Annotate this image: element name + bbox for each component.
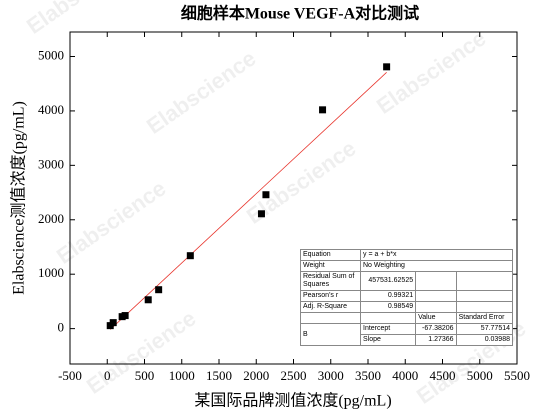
y-tick-label: 0 (58, 320, 65, 335)
x-tick-label: 3500 (355, 368, 381, 383)
table-cell (415, 290, 457, 302)
table-cell: No Weighting (360, 260, 513, 272)
table-cell: 0.99321 (359, 290, 417, 302)
table-row: Equation y = a + b*x (300, 249, 513, 261)
x-tick-label: -500 (58, 368, 82, 383)
table-row: Slope 1.27366 0.03988 (301, 334, 514, 346)
table-cell: 0.98549 (359, 301, 417, 313)
table-cell (415, 271, 457, 291)
x-tick-label: 3000 (318, 368, 344, 383)
table-cell (455, 290, 514, 302)
table-cell: y = a + b*x (360, 249, 513, 261)
point (383, 63, 391, 71)
table-cell: 0.03988 (455, 334, 514, 346)
x-tick-label: 2500 (281, 368, 307, 383)
point (121, 312, 129, 320)
table-cell: Equation (300, 249, 361, 261)
fit-table: Equation y = a + b*x Weight No Weighting Res… (300, 249, 514, 346)
table-row: Value Standard Error (300, 312, 514, 324)
x-tick-label: 1000 (169, 368, 195, 383)
y-tick-label: 3000 (38, 156, 64, 171)
table-row: Weight No Weighting (300, 260, 513, 272)
chart-title: 细胞样本Mouse VEGF-A对比测试 (181, 4, 419, 23)
table-cell (359, 312, 417, 324)
x-tick-label: 4500 (430, 368, 456, 383)
table-cell (455, 301, 514, 313)
table-cell: Value (415, 312, 457, 324)
table-cell: Residual Sum of Squares (300, 271, 361, 291)
watermarks: Elabscience Elabscience Elabscience Elab… (22, 0, 531, 409)
watermark: Elabscience (82, 305, 201, 398)
table-cell: Pearson's r (300, 290, 361, 302)
x-tick-label: 5500 (504, 368, 530, 383)
x-tick-label: 500 (135, 368, 155, 383)
table-row: B Intercept -67.38206 57.77514 (300, 323, 514, 346)
table-cell: 457531.62525 (359, 271, 417, 291)
table-cell (455, 271, 514, 291)
point (262, 191, 270, 199)
x-tick-label: 1500 (206, 368, 232, 383)
point (257, 210, 265, 218)
point (109, 319, 117, 327)
y-tick-label: 2000 (38, 211, 64, 226)
table-row: Adj. R-Square 0.98549 (300, 301, 514, 313)
table-cell: 57.77514 (455, 323, 514, 335)
y-tick-label: 5000 (38, 47, 64, 62)
point (144, 296, 152, 304)
table-cell: Weight (300, 260, 361, 272)
table-row: Pearson's r 0.99321 (300, 290, 514, 302)
y-tick-label: 1000 (38, 265, 64, 280)
watermark: Elabscience (22, 0, 141, 39)
x-tick-label: 4000 (392, 368, 418, 383)
y-tick-label: 4000 (38, 102, 64, 117)
table-cell (300, 312, 361, 324)
table-row: Residual Sum of Squares 457531.62525 (300, 271, 514, 291)
table-cell: Intercept (359, 323, 417, 335)
table-cell: B (300, 323, 361, 346)
x-axis-label: 某国际品牌测值浓度(pg/mL) (194, 392, 391, 410)
point (186, 252, 194, 260)
table-cell: Adj. R-Square (300, 301, 361, 313)
table-cell: -67.38206 (415, 323, 457, 335)
table-cell: 1.27366 (415, 334, 457, 346)
watermark: Elabscience (372, 25, 491, 118)
x-tick-label: 2000 (243, 368, 269, 383)
watermark: Elabscience (142, 45, 261, 138)
table-cell: Slope (359, 334, 417, 346)
point (155, 286, 163, 294)
y-axis-label: Elabscience测值浓度(pg/mL) (10, 101, 28, 295)
table-cell: Standard Error (455, 312, 514, 324)
table-cell (415, 301, 457, 313)
x-tick-label: 5000 (467, 368, 493, 383)
point (319, 106, 327, 114)
x-tick-label: 0 (104, 368, 111, 383)
